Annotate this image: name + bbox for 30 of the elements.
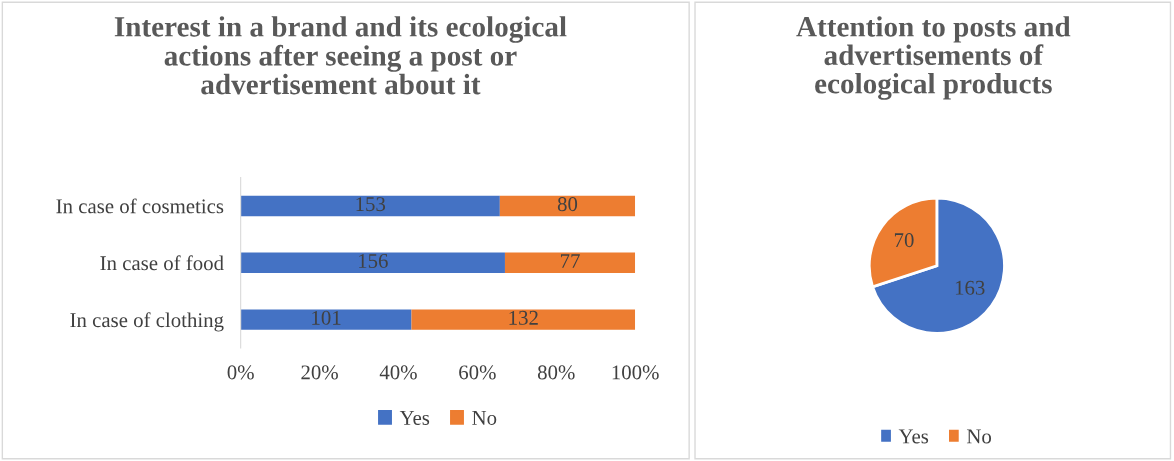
annotation: 101 — [312, 310, 341, 325]
y-tick-label: In case of cosmetics — [56, 198, 224, 214]
x-tick-label: 80% — [537, 365, 575, 380]
chart-title: Attention to posts and advertisements of ecological products — [796, 16, 1071, 100]
annotation: 132 — [509, 310, 538, 325]
bar — [411, 309, 636, 330]
y-tick-label: In case of food — [100, 255, 224, 271]
pie-slice — [871, 196, 1006, 335]
annotation: 156 — [359, 253, 388, 268]
bar — [504, 252, 636, 273]
chart-title: Interest in a brand and its ecological actions after seeing a post or advertisement about it — [114, 16, 567, 95]
legend-label: Yes — [898, 429, 929, 444]
bar — [240, 195, 500, 217]
x-tick-label: 60% — [459, 365, 496, 380]
x-tick-label: 100% — [612, 365, 659, 380]
legend-label: Yes — [399, 411, 430, 425]
annotation: 77 — [561, 254, 580, 268]
legend-label: No — [472, 411, 497, 425]
y-tick-label: In case of clothing — [70, 312, 224, 332]
bar — [499, 195, 636, 217]
annotation: 80 — [557, 197, 578, 212]
annotation: 153 — [356, 197, 386, 212]
x-tick-label: 20% — [301, 365, 338, 380]
x-tick-label: 40% — [379, 365, 417, 380]
bar — [240, 252, 505, 273]
x-tick-label: 0% — [227, 365, 254, 380]
data-label: 70 — [894, 233, 914, 248]
bar — [240, 309, 412, 330]
data-label: 163 — [955, 280, 985, 295]
legend-label: No — [966, 429, 992, 444]
